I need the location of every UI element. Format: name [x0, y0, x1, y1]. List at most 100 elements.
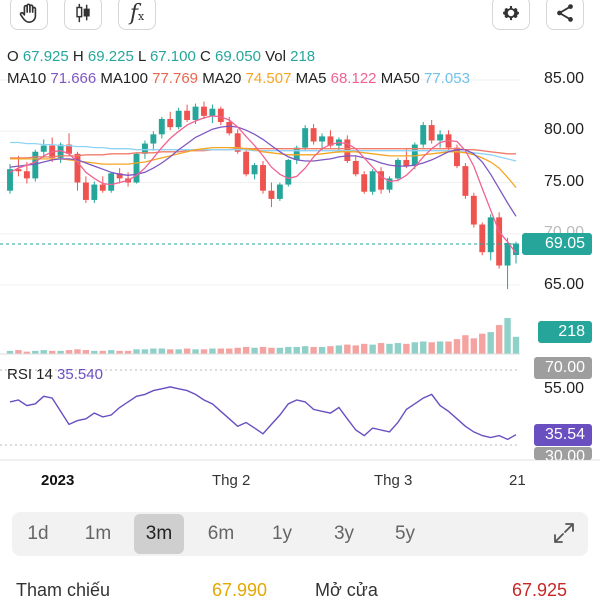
volume-bar — [82, 350, 90, 354]
ma10-line — [9, 125, 517, 217]
chart-toolbar: fx — [0, 0, 600, 36]
volume-bar — [403, 343, 410, 354]
volume-bar — [65, 350, 73, 354]
candle-body — [133, 153, 140, 183]
candle-body — [32, 151, 39, 179]
volume-bar — [6, 350, 14, 354]
volume-bar — [91, 350, 98, 354]
candle-body — [167, 118, 174, 128]
volume-bar — [200, 349, 208, 354]
volume-bar — [209, 348, 216, 354]
candle-body — [369, 171, 376, 192]
candle-body — [209, 108, 216, 116]
candle-body — [260, 165, 266, 191]
volume-bar — [242, 346, 250, 354]
volume-bar — [360, 343, 368, 354]
candle-body — [184, 110, 191, 120]
candle-body — [310, 128, 317, 142]
volume-bar — [386, 343, 393, 354]
moving-average-lines — [9, 115, 517, 254]
candle-body — [158, 118, 165, 135]
volume-bar — [133, 349, 140, 354]
candle-body — [378, 171, 385, 190]
volume-bar — [23, 351, 31, 354]
ma5-line — [9, 115, 517, 254]
function-icon: fx — [129, 0, 145, 26]
range-1y[interactable]: 1y — [271, 523, 293, 544]
volume-bar — [183, 348, 191, 354]
volume-bar — [276, 347, 284, 354]
range-3y[interactable]: 3y — [333, 523, 355, 544]
volume-bar — [48, 350, 56, 354]
volume-bar — [369, 344, 376, 354]
volume-bar — [217, 348, 225, 354]
candle-body — [116, 173, 123, 179]
volume-bar — [394, 343, 402, 354]
volume-value: 218 — [290, 48, 316, 65]
candle-body — [99, 184, 106, 191]
range-1m[interactable]: 1m — [84, 523, 112, 544]
candle-body — [66, 144, 72, 154]
rsi-line — [9, 386, 517, 441]
volume-bar — [158, 348, 166, 354]
volume-bar — [453, 339, 461, 354]
volume-bar — [116, 350, 123, 354]
y-label-75: 75.00 — [543, 173, 584, 190]
candle-body — [226, 122, 233, 134]
candle-body — [175, 110, 182, 128]
rsi-legend: RSI 14 35.540 — [7, 366, 103, 383]
expand-button[interactable] — [552, 521, 576, 550]
volume-bar — [377, 343, 385, 354]
volume-bar — [150, 348, 157, 354]
candle-body — [192, 106, 199, 120]
candle-body — [454, 147, 460, 167]
candle-body — [319, 136, 325, 142]
y-label-65: 65.00 — [543, 276, 584, 293]
volume-bar — [504, 318, 511, 354]
ohlc-legend: O 67.925 H 69.225 L 67.100 C 69.050 Vol … — [7, 48, 316, 65]
candle-body — [403, 159, 410, 167]
ma-legend: MA10 71.666 MA100 77.769 MA20 74.507 MA5… — [7, 70, 470, 87]
range-1d[interactable]: 1d — [27, 523, 49, 544]
volume-bars — [6, 318, 520, 354]
volume-bar — [226, 348, 233, 354]
chart-type-button[interactable] — [64, 0, 102, 30]
candle-body — [74, 153, 81, 183]
settings-button[interactable] — [492, 0, 530, 30]
open-price-value: 67.925 — [512, 580, 568, 600]
volume-bar — [293, 346, 300, 354]
hand-tool-button[interactable] — [10, 0, 48, 30]
low-value: 67.100 — [149, 48, 196, 65]
candle-body — [462, 166, 469, 196]
gear-icon — [503, 5, 519, 21]
candle-body — [234, 133, 241, 152]
volume-tag: 218 — [538, 321, 592, 343]
price-chart[interactable] — [0, 40, 600, 470]
volume-bar — [310, 346, 317, 354]
candle-body — [285, 159, 292, 185]
range-6m[interactable]: 6m — [207, 523, 235, 544]
volume-bar — [107, 350, 115, 354]
ma20-line — [10, 146, 517, 189]
range-3m[interactable]: 3m — [134, 514, 184, 554]
rsi-label: RSI 14 — [7, 366, 53, 383]
ma20-value: 74.507 — [245, 70, 292, 87]
volume-bar — [251, 347, 258, 354]
range-5y[interactable]: 5y — [394, 523, 416, 544]
volume-bar — [327, 346, 334, 354]
candle-body — [428, 125, 435, 141]
indicators-button[interactable]: fx — [118, 0, 156, 30]
volume-bar — [352, 345, 359, 354]
candle-body — [496, 217, 503, 266]
candle-body — [386, 178, 393, 190]
expand-icon — [554, 523, 574, 543]
volume-bar — [420, 341, 427, 354]
ma50-value: 77.053 — [424, 70, 470, 87]
x-label-feb: Thg 2 — [212, 472, 251, 489]
candle-body — [251, 165, 258, 175]
share-button[interactable] — [546, 0, 584, 30]
volume-bar — [32, 350, 39, 354]
candle-body — [504, 242, 511, 266]
x-label-year: 2023 — [41, 472, 75, 489]
volume-bar — [175, 349, 182, 354]
